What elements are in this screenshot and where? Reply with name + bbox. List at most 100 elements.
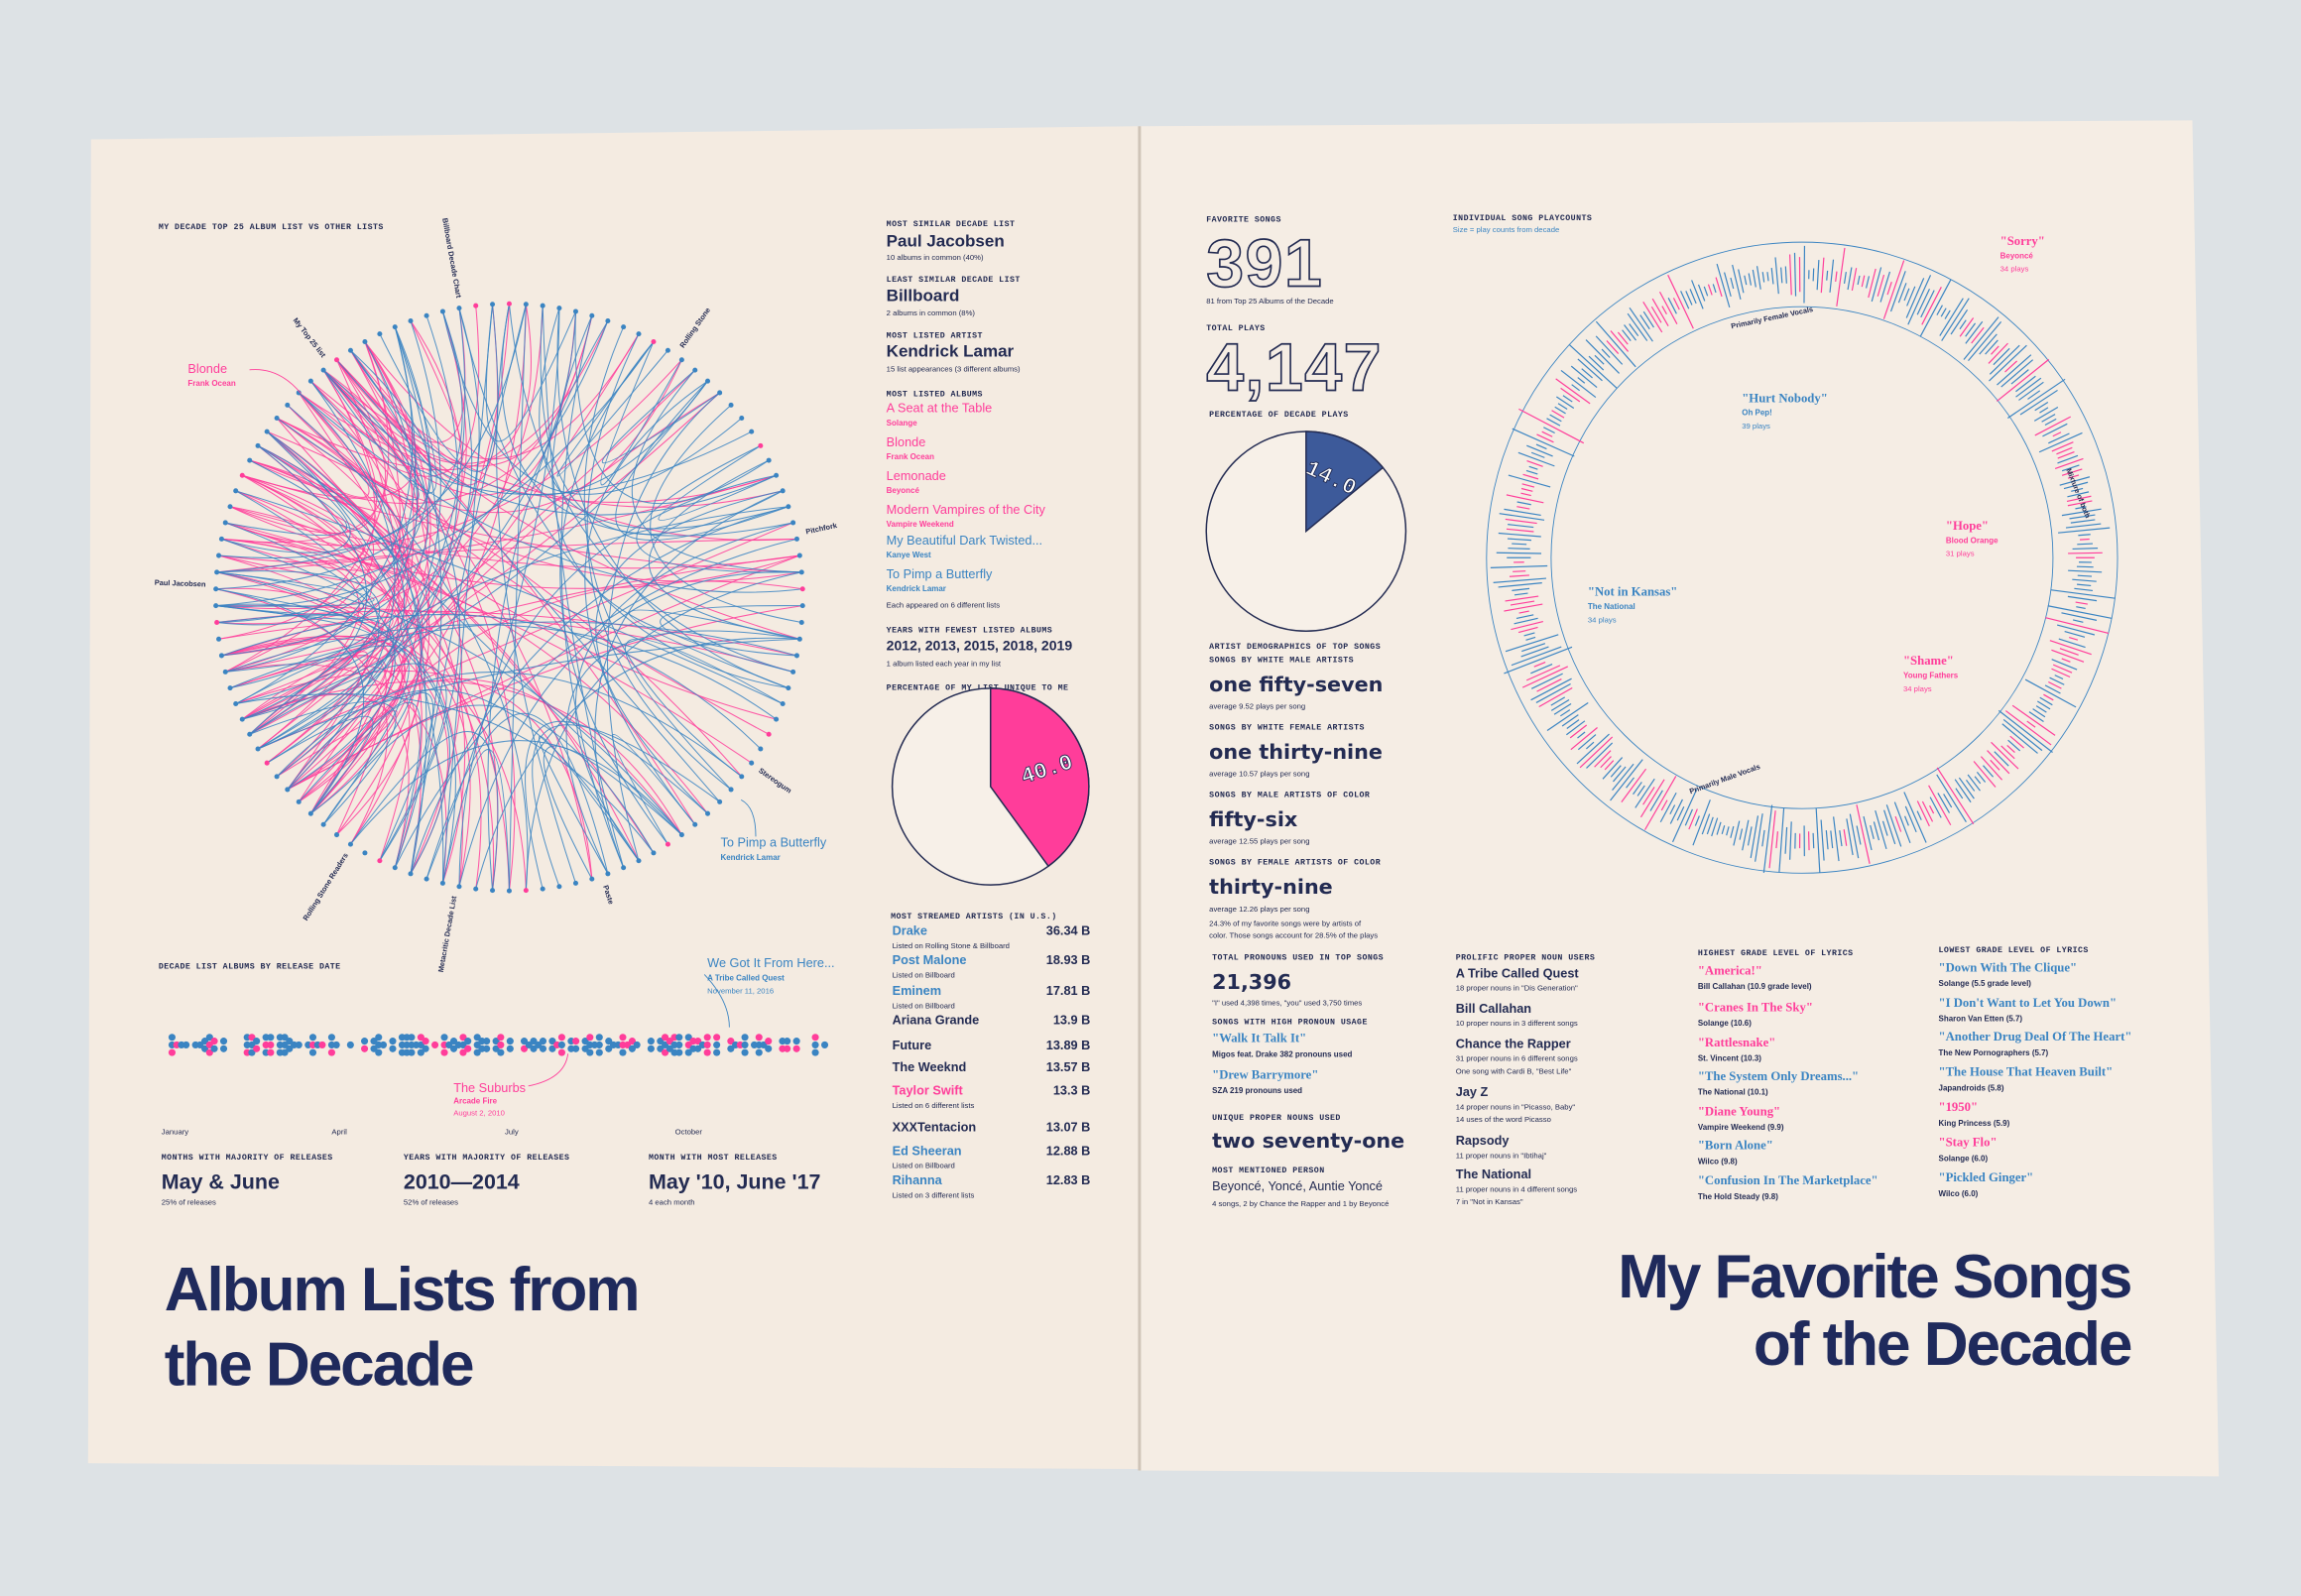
release-dot [539,1038,547,1045]
chord [229,506,800,569]
text: average 9.52 plays per song [1209,702,1305,711]
text: FAVORITE SONGS [1206,215,1281,224]
chord [508,304,527,892]
release-dot [201,1044,209,1052]
chord [525,720,708,890]
song-tick [1920,290,1935,318]
chord [309,580,803,814]
song-tick [1744,275,1748,286]
song-tick [1579,736,1614,769]
text: Vampire Weekend [887,520,954,529]
song-tick [1937,793,1951,813]
text: "Hurt Nobody" [1742,391,1828,405]
release-dot [205,1041,213,1048]
song-tick [2000,745,2015,760]
song-tick [1820,819,1825,861]
text: one thirty-nine [1209,740,1383,764]
chord [225,341,419,673]
chord [266,430,777,720]
text: Oh Pep! [1742,409,1772,418]
release-dot [675,1048,683,1056]
list-dot [333,832,340,838]
song-tick [1724,272,1732,298]
text: "Rattlesnake" [1698,1036,1775,1049]
chord [394,538,797,868]
text: We Got It From Here... [707,955,834,970]
text: TOTAL PLAYS [1206,324,1265,333]
song-tick [1916,800,1930,827]
text: Kendrick Lamar [887,584,946,593]
text: "Drew Barrymore" [1212,1067,1318,1081]
release-dot [370,1044,378,1052]
song-tick [1498,532,1541,538]
song-tick [2076,565,2094,568]
text: 11 proper nouns in 4 different songs [1456,1184,1578,1193]
release-dot [684,1048,692,1056]
song-tick [1991,741,2019,770]
song-tick [2069,637,2079,641]
text: 391 [1206,226,1323,302]
text: Ed Sheeran [893,1143,962,1158]
song-tick [1839,830,1843,847]
song-tick [1530,673,1563,689]
release-dot [497,1041,505,1048]
list-dot [556,306,562,311]
text: MOST STREAMED ARTISTS (IN U.S.) [891,912,1057,921]
list-dot [621,865,627,871]
text: 34 plays [2000,265,2029,274]
chord [221,635,471,887]
text: A Seat at the Table [887,401,993,416]
song-tick [1950,308,1969,335]
list-dot [247,457,253,463]
song-tick [1843,272,1847,284]
song-tick [1504,646,1573,675]
ring-inner [1550,306,2054,809]
song-tick [2034,416,2072,436]
song-tick [1499,513,1545,521]
song-tick [2058,527,2111,534]
list-dot [790,669,796,675]
song-tick [1577,377,1586,384]
release-dot [375,1048,383,1056]
text: November 11, 2016 [707,987,774,996]
text: Album Lists from [165,1256,639,1324]
list-dot [222,520,228,526]
text: The National (10.1) [1698,1088,1768,1097]
list-dot [798,619,804,626]
release-dot [713,1048,721,1056]
song-tick [1530,663,1553,675]
list-dot [705,810,711,816]
list-dot [213,586,219,592]
song-tick [1684,808,1693,826]
song-tick [1929,804,1935,814]
song-tick [1650,306,1662,323]
song-tick [1815,807,1821,873]
list-dot [572,880,578,886]
chord [525,571,802,891]
song-tick [1706,816,1714,835]
release-dot [586,1048,594,1056]
chord [322,369,784,508]
chord [235,693,655,854]
song-tick [1549,414,1562,423]
song-tick [1885,804,1902,847]
text: Young Fathers [1903,672,1959,680]
text: 18 proper nouns in "Dis Generation" [1456,984,1578,993]
song-tick [2037,700,2051,710]
text: MONTH WITH MOST RELEASES [649,1154,778,1163]
song-tick [1566,720,1586,736]
song-tick [1761,272,1765,283]
list-dot [408,317,414,323]
song-tick [2038,431,2083,453]
song-tick [2061,508,2102,517]
release-dot [295,1041,303,1048]
release-dot [205,1034,213,1042]
right-page [1140,120,2220,1477]
list-dot [796,552,802,558]
song-tick [2000,359,2034,388]
release-dot [361,1038,369,1045]
release-dot [765,1038,773,1045]
song-tick [2041,414,2056,423]
text: "Born Alone" [1698,1138,1773,1152]
chord [225,341,390,673]
